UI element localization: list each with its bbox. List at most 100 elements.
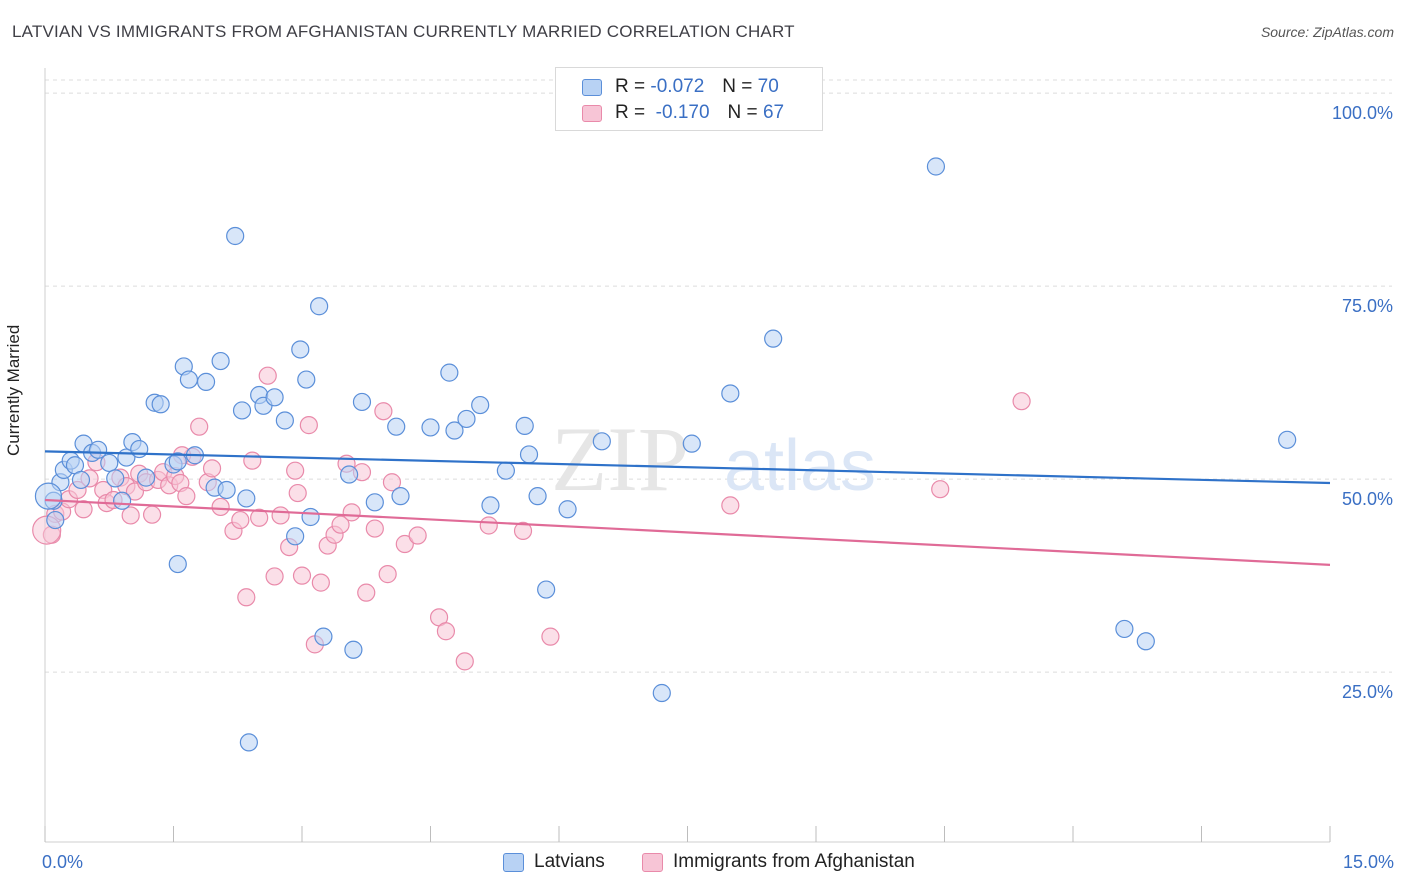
legend-r-label: R = <box>615 76 646 97</box>
afghanistan-point <box>190 417 209 436</box>
latvian-point <box>34 482 63 510</box>
latvian-point <box>515 416 534 435</box>
watermark: ZIP atlas <box>551 408 876 510</box>
legend-n-label: N = <box>722 76 753 97</box>
latvian-point <box>130 439 149 459</box>
afghanistan-point <box>1012 392 1031 411</box>
latvian-point <box>445 421 464 440</box>
afghanistan-point <box>243 451 262 470</box>
afghanistan-point <box>202 459 222 478</box>
latvian-point <box>926 157 946 176</box>
y-tick-label: 100.0% <box>1332 103 1393 123</box>
latvian-point <box>721 384 740 403</box>
points-latvians <box>34 157 1297 752</box>
latvian-point <box>151 395 170 414</box>
axis-layer <box>44 68 1331 843</box>
latvian-point <box>1278 430 1297 449</box>
series-swatch-latvians <box>503 852 524 872</box>
latvian-point <box>352 392 372 412</box>
latvian-point <box>226 226 245 246</box>
afghanistan-point <box>177 487 196 506</box>
latvian-point <box>100 453 119 473</box>
latvian-point <box>286 527 305 546</box>
series-swatch-afghanistan <box>642 852 663 872</box>
afghanistan-point <box>231 510 250 530</box>
latvian-point <box>314 627 333 646</box>
afghanistan-point <box>74 500 93 519</box>
latvian-point <box>275 411 294 430</box>
afghanistan-point <box>455 652 474 671</box>
legend-n-value: 67 <box>762 102 785 123</box>
afghanistan-point <box>382 473 402 492</box>
watermark-zip: ZIP <box>551 408 689 510</box>
series-legend: Latvians Immigrants from Afghanistan <box>0 851 1406 877</box>
latvian-point <box>239 733 258 752</box>
afghanistan-point <box>311 573 330 592</box>
latvian-point <box>196 372 216 391</box>
latvian-point <box>136 468 156 487</box>
legend-r-value: -0.072 <box>650 76 705 97</box>
points-afghanistan <box>32 366 1031 671</box>
latvian-point <box>764 329 783 348</box>
latvian-point <box>232 401 252 420</box>
afghanistan-point <box>357 583 376 602</box>
source-label: Source: ZipAtlas.com <box>1260 24 1394 40</box>
afghanistan-point <box>395 534 414 554</box>
legend-swatch-latvians <box>582 78 602 96</box>
latvian-point <box>496 461 515 480</box>
afghanistan-point <box>250 508 269 527</box>
latvian-point <box>297 370 316 389</box>
latvian-point <box>481 496 500 515</box>
series-legend-afghanistan: Immigrants from Afghanistan <box>642 851 915 873</box>
y-axis-label: Currently Married <box>4 324 23 456</box>
afghanistan-point <box>211 497 230 517</box>
y-tick-label: 50.0% <box>1342 489 1393 509</box>
trend-line-afghanistan <box>44 498 1331 566</box>
legend-swatch-afghanistan <box>582 104 602 122</box>
y-tick-label: 25.0% <box>1342 682 1393 702</box>
watermark-atlas: atlas <box>724 426 876 506</box>
latvian-point <box>1136 632 1155 651</box>
legend-r-label: R = <box>615 102 646 123</box>
latvian-point <box>682 434 701 453</box>
latvian-point <box>217 480 236 500</box>
x-tick-max: 15.0% <box>1342 852 1394 872</box>
afghanistan-point <box>721 496 740 515</box>
latvian-point <box>528 487 547 506</box>
y-tick-label: 75.0% <box>1342 296 1393 316</box>
series-legend-latvians: Latvians <box>503 851 605 873</box>
tick-label-layer: 25.0% 50.0% 75.0% 100.0% <box>1332 103 1393 702</box>
latvian-point <box>168 452 187 471</box>
latvian-point <box>168 554 187 574</box>
latvian-point <box>301 507 320 527</box>
latvian-point <box>457 409 476 429</box>
trend-layer <box>44 450 1331 566</box>
legend-row-latvians: R = -0.072 N = 70 <box>582 75 779 99</box>
latvian-point <box>387 417 406 436</box>
latvian-point <box>519 445 539 464</box>
latvian-point <box>310 297 329 316</box>
afghanistan-point <box>931 480 950 499</box>
afghanistan-point <box>374 402 393 421</box>
chart-title: LATVIAN VS IMMIGRANTS FROM AFGHANISTAN C… <box>12 22 795 41</box>
x-tick-min: 0.0% <box>42 852 84 872</box>
latvian-point <box>71 470 91 490</box>
latvian-point <box>106 469 125 488</box>
latvian-point <box>391 487 410 506</box>
afghanistan-point <box>331 515 350 534</box>
legend-n-value: 70 <box>757 76 779 97</box>
afghanistan-point <box>288 483 307 503</box>
latvian-point <box>558 500 577 519</box>
latvian-point <box>592 432 611 451</box>
afghanistan-point <box>237 588 256 607</box>
afghanistan-point <box>436 622 456 641</box>
latvian-point <box>291 340 310 359</box>
afghanistan-point <box>365 519 384 538</box>
afghanistan-point <box>378 565 397 584</box>
latvian-point <box>471 395 490 415</box>
legend-r-value: -0.170 <box>655 102 710 123</box>
afghanistan-point <box>265 567 284 586</box>
grid-layer <box>45 79 1392 673</box>
latvian-point <box>265 388 284 407</box>
